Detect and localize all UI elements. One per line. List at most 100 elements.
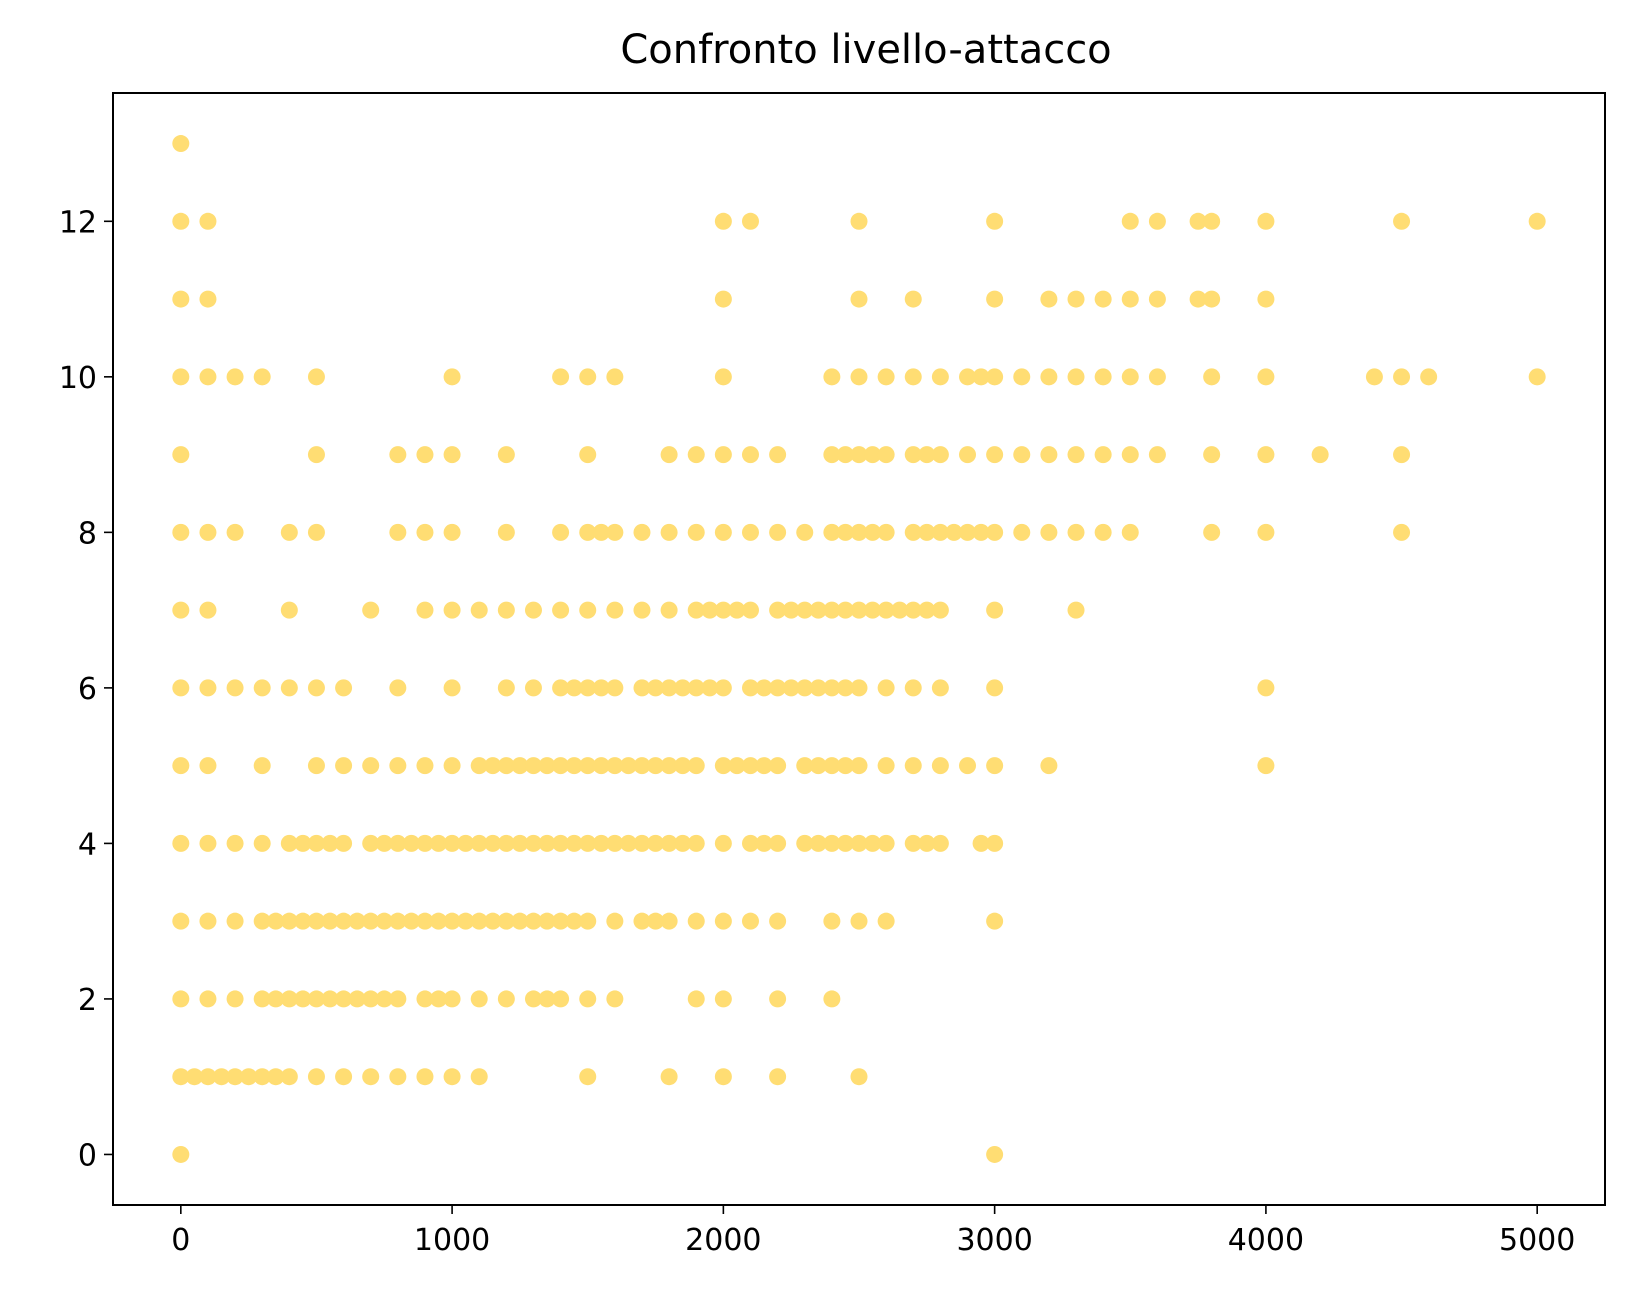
data-point xyxy=(253,912,271,930)
data-point xyxy=(362,601,380,619)
data-point xyxy=(687,990,705,1008)
data-point xyxy=(986,368,1004,386)
data-point xyxy=(687,834,705,852)
data-point xyxy=(199,601,217,619)
data-point xyxy=(443,523,461,541)
data-point xyxy=(836,523,854,541)
data-point xyxy=(1121,368,1139,386)
data-point xyxy=(931,757,949,775)
data-point xyxy=(443,679,461,697)
data-point xyxy=(579,757,597,775)
data-point xyxy=(1311,446,1329,464)
data-point xyxy=(741,446,759,464)
data-point xyxy=(714,446,732,464)
y-tick-label: 12 xyxy=(59,205,97,240)
data-point xyxy=(769,601,787,619)
data-point xyxy=(769,834,787,852)
data-point xyxy=(443,912,461,930)
data-point xyxy=(565,834,583,852)
data-point xyxy=(470,757,488,775)
data-point xyxy=(389,990,407,1008)
data-point xyxy=(538,912,556,930)
data-point xyxy=(172,679,190,697)
data-point xyxy=(497,990,515,1008)
data-point xyxy=(524,912,542,930)
data-point xyxy=(172,757,190,775)
data-point xyxy=(172,834,190,852)
x-tick-label: 1000 xyxy=(414,1223,490,1258)
data-point xyxy=(836,679,854,697)
data-point xyxy=(1203,290,1221,308)
data-point xyxy=(389,757,407,775)
data-point xyxy=(1189,212,1207,230)
data-point xyxy=(497,601,515,619)
data-point xyxy=(1067,368,1085,386)
data-point xyxy=(1203,368,1221,386)
data-point xyxy=(809,679,827,697)
data-point xyxy=(199,757,217,775)
data-point xyxy=(931,601,949,619)
data-point xyxy=(728,601,746,619)
data-point xyxy=(850,757,868,775)
data-point xyxy=(1189,290,1207,308)
data-point xyxy=(904,368,922,386)
data-point xyxy=(199,212,217,230)
data-point xyxy=(226,523,244,541)
data-point xyxy=(986,834,1004,852)
data-point xyxy=(552,601,570,619)
data-point xyxy=(1257,212,1275,230)
data-point xyxy=(714,912,732,930)
data-point xyxy=(497,446,515,464)
data-point xyxy=(1121,446,1139,464)
data-point xyxy=(253,1068,271,1086)
data-point xyxy=(470,990,488,1008)
data-point xyxy=(660,1068,678,1086)
data-point xyxy=(674,757,692,775)
data-point xyxy=(633,601,651,619)
data-point xyxy=(1040,757,1058,775)
data-point xyxy=(796,834,814,852)
data-point xyxy=(864,834,882,852)
data-point xyxy=(457,912,475,930)
data-point xyxy=(402,912,420,930)
data-point xyxy=(986,290,1004,308)
data-point xyxy=(904,601,922,619)
x-tick-label: 4000 xyxy=(1228,1223,1304,1258)
data-point xyxy=(823,523,841,541)
data-point xyxy=(606,990,624,1008)
data-point xyxy=(416,446,434,464)
data-point xyxy=(1121,523,1139,541)
data-point xyxy=(280,1068,298,1086)
data-point xyxy=(1040,290,1058,308)
data-point xyxy=(362,912,380,930)
data-point xyxy=(552,912,570,930)
data-point xyxy=(321,912,339,930)
data-point xyxy=(1420,368,1438,386)
data-point xyxy=(443,446,461,464)
data-point xyxy=(1203,212,1221,230)
data-point xyxy=(864,601,882,619)
data-point xyxy=(891,601,909,619)
data-point xyxy=(1203,523,1221,541)
data-point xyxy=(877,912,895,930)
data-point xyxy=(538,834,556,852)
data-point xyxy=(592,523,610,541)
data-point xyxy=(1393,368,1411,386)
data-point xyxy=(823,912,841,930)
data-point xyxy=(647,912,665,930)
data-point xyxy=(850,679,868,697)
data-point xyxy=(1148,290,1166,308)
data-point xyxy=(633,679,651,697)
data-point xyxy=(660,912,678,930)
data-point xyxy=(823,679,841,697)
data-point xyxy=(823,834,841,852)
chart-title: Confronto livello-attacco xyxy=(620,27,1111,73)
data-point xyxy=(199,990,217,1008)
data-point xyxy=(307,912,325,930)
data-point xyxy=(1013,368,1031,386)
data-point xyxy=(1257,679,1275,697)
data-point xyxy=(606,368,624,386)
data-point xyxy=(552,834,570,852)
plot-frame xyxy=(112,92,1606,1206)
data-point xyxy=(687,601,705,619)
